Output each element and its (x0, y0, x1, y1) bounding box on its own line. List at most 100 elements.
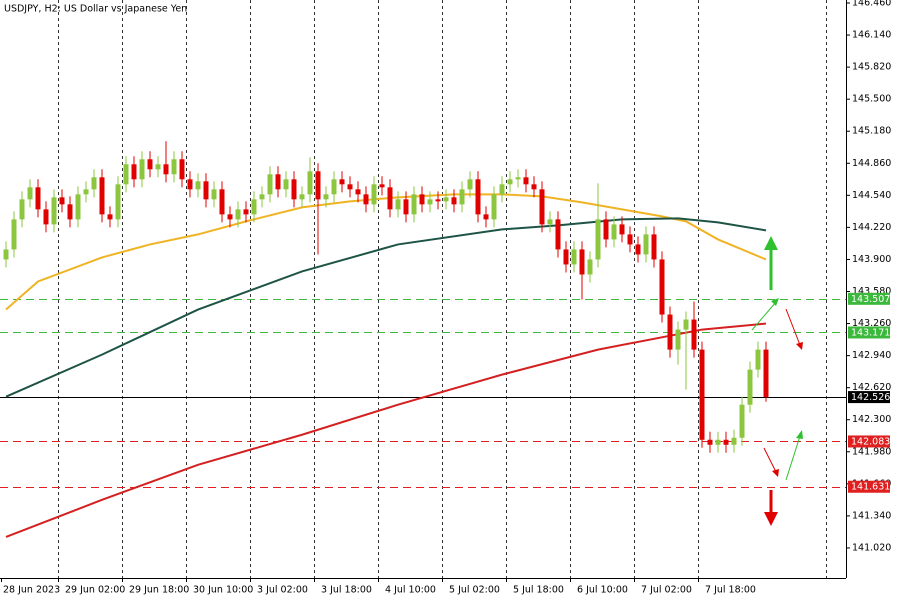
y-tick-label: 141.340 (852, 510, 891, 521)
candle-body (35, 187, 41, 210)
candle-body (243, 209, 249, 215)
candle-body (731, 437, 737, 445)
y-tick-label: 145.500 (852, 94, 891, 105)
candle-body (659, 259, 665, 315)
candle-body (355, 189, 361, 195)
x-tick-label: 29 Jun 18:00 (129, 585, 189, 596)
candle-body (171, 159, 177, 175)
candle-body (235, 209, 241, 220)
candle-body (339, 179, 345, 185)
candle-body (115, 184, 121, 220)
candle-body (715, 439, 721, 445)
candle-body (363, 194, 369, 205)
level-label-box (848, 292, 890, 305)
candle-body (643, 234, 649, 255)
candle-body (99, 177, 105, 215)
level-label: 143.171 (851, 327, 890, 338)
x-tick-label: 29 Jun 02:00 (65, 585, 125, 596)
candle-body (227, 214, 233, 220)
y-tick-label: 144.860 (852, 158, 891, 169)
x-tick-label: 3 Jul 18:00 (321, 585, 372, 596)
candle-body (67, 204, 73, 220)
candle-body (323, 194, 329, 200)
candle-body (387, 187, 393, 210)
candle-body (83, 189, 89, 195)
x-tick-label: 7 Jul 02:00 (641, 585, 692, 596)
arrow-head (796, 430, 803, 439)
y-tick-label: 145.180 (852, 126, 891, 137)
candle-body (427, 199, 433, 205)
y-tick-label: 143.900 (852, 254, 891, 265)
candle-body (611, 224, 617, 240)
arrow-thin-down (785, 308, 801, 346)
candle-body (603, 219, 609, 240)
candle-body (547, 219, 553, 225)
candle-body (403, 199, 409, 215)
y-tick-label: 144.220 (852, 222, 891, 233)
candle-body (203, 181, 209, 200)
candle-body (299, 194, 305, 200)
x-tick-label: 7 Jul 18:00 (705, 585, 756, 596)
y-tick-label: 142.620 (852, 382, 891, 393)
arrow-thin-up (785, 435, 801, 481)
candle-body (483, 214, 489, 220)
arrow-head (764, 236, 778, 250)
candle-body (59, 197, 65, 205)
arrows (751, 236, 803, 526)
candle-body (379, 184, 385, 188)
candle-body (467, 179, 473, 190)
candle-body (43, 209, 49, 225)
candle-body (11, 219, 17, 250)
candle-body (307, 171, 313, 195)
candle-body (211, 189, 217, 200)
moving-average (5, 322, 767, 538)
y-tick-label: 141.020 (852, 542, 891, 553)
candle-body (563, 249, 569, 265)
candle-body (747, 369, 753, 405)
candle-body (155, 164, 161, 170)
level-label-box (848, 480, 890, 493)
candle-body (627, 234, 633, 245)
candle-body (51, 197, 57, 225)
candle-body (123, 164, 129, 185)
candle-body (163, 164, 169, 175)
candle-body (587, 259, 593, 275)
candle-body (259, 194, 265, 200)
arrow-thin-down (763, 447, 777, 473)
candle-body (251, 199, 257, 215)
chart-title: USDJPY, H2: US Dollar vs Japanese Yen (4, 4, 187, 15)
candle-body (435, 199, 441, 202)
candle-body (187, 179, 193, 190)
candle-body (419, 194, 425, 205)
candle-body (651, 234, 657, 260)
x-tick-label: 5 Jul 02:00 (449, 585, 500, 596)
x-tick-label: 30 Jun 10:00 (193, 585, 253, 596)
candle-body (763, 349, 769, 398)
level-label-box (848, 391, 890, 404)
candle-body (755, 349, 761, 370)
x-tick-label: 6 Jul 10:00 (577, 585, 628, 596)
candle-body (571, 249, 577, 265)
y-tick-label: 143.260 (852, 318, 891, 329)
candle-body (691, 319, 697, 350)
candle-body (699, 349, 705, 440)
candle-body (107, 214, 113, 220)
arrow-head (796, 342, 803, 350)
arrow-thin-up (751, 301, 777, 331)
level-label: 142.083 (851, 436, 890, 447)
y-tick-label: 142.940 (852, 350, 891, 361)
x-tick-label: 5 Jul 18:00 (513, 585, 564, 596)
candle-body (539, 189, 545, 225)
x-tick-label: 3 Jul 02:00 (257, 585, 308, 596)
arrow-head (771, 298, 779, 306)
candle-body (179, 159, 185, 180)
level-label: 143.507 (851, 294, 890, 305)
y-tick-label: 144.540 (852, 190, 891, 201)
candle-body (723, 439, 729, 445)
level-label-box (848, 326, 890, 339)
candle-body (315, 171, 321, 200)
y-tick-label: 146.140 (852, 30, 891, 41)
candle-body (507, 179, 513, 185)
candle-body (139, 159, 145, 180)
